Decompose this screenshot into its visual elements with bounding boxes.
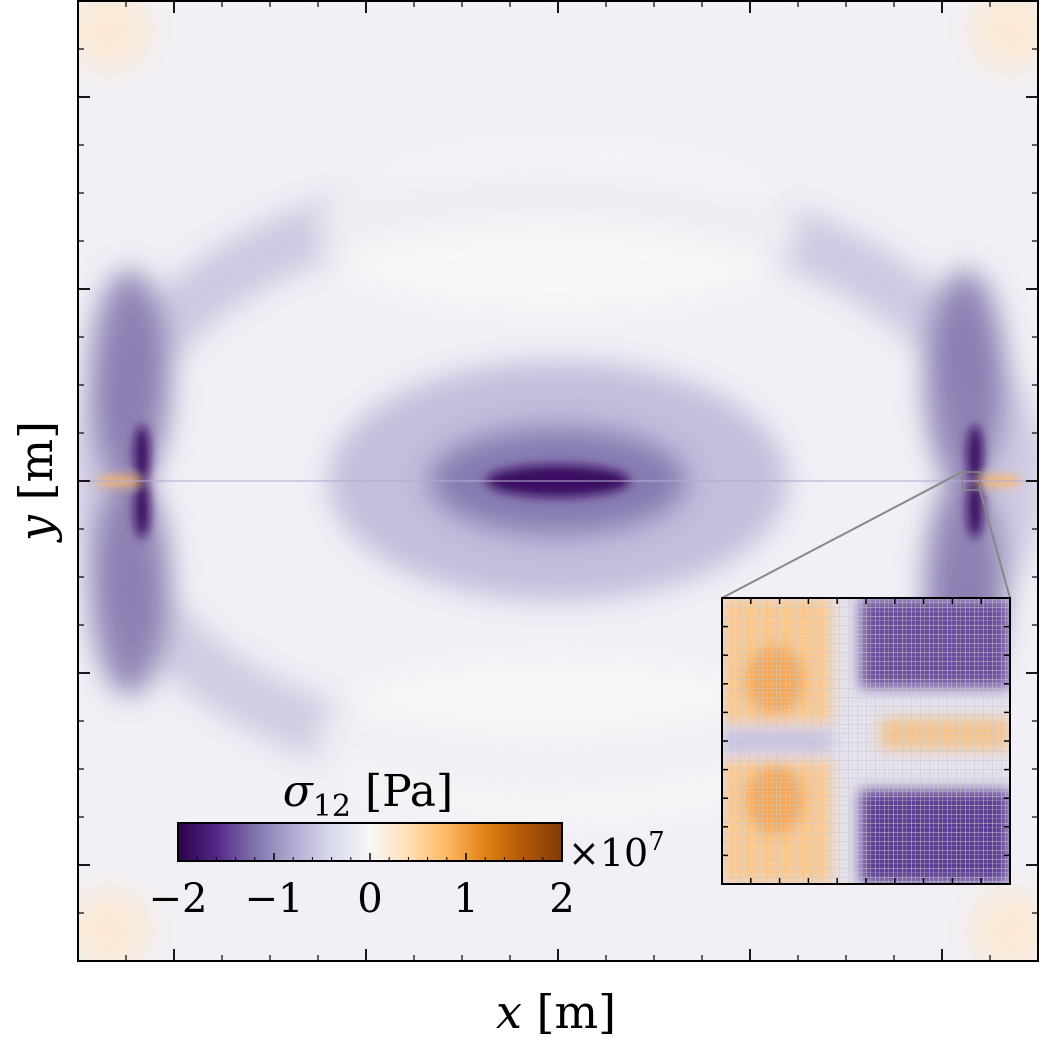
x-axis-unit: [m] [537, 985, 617, 1039]
colorbar-tick-label-2: 0 [357, 876, 382, 922]
colorbar-tick-label-1: −1 [245, 876, 304, 922]
colorbar-label-subscript: 12 [313, 789, 351, 824]
colorbar-label-unit: [Pa] [365, 766, 453, 817]
y-axis-label: y [m] [9, 421, 63, 543]
axis-ticks [77, 0, 1039, 962]
zoom-connector-left [721, 471, 963, 599]
colorbar-label: σ12 [Pa] [283, 766, 453, 824]
x-axis-var: x [496, 985, 522, 1039]
zoom-region-marker [961, 471, 981, 491]
colorbar-multiplier-exponent: 7 [648, 827, 665, 857]
colorbar-label-symbol: σ [283, 766, 315, 817]
zoom-inset [721, 597, 1011, 885]
colorbar-multiplier: ×107 [568, 827, 665, 875]
colorbar-tick-label-3: 1 [453, 876, 478, 922]
y-axis-unit: [m] [9, 421, 63, 501]
colorbar-tick-label-4: 2 [549, 876, 574, 922]
y-axis-var: y [9, 514, 63, 543]
colorbar: σ12 [Pa] −2 −1 0 1 2 ×107 [149, 766, 665, 922]
x-axis-label: x [m] [496, 985, 616, 1039]
heatmap-field [78, 1, 1038, 961]
colorbar-tick-label-0: −2 [149, 876, 208, 922]
zoom-connector-right [979, 489, 1011, 599]
